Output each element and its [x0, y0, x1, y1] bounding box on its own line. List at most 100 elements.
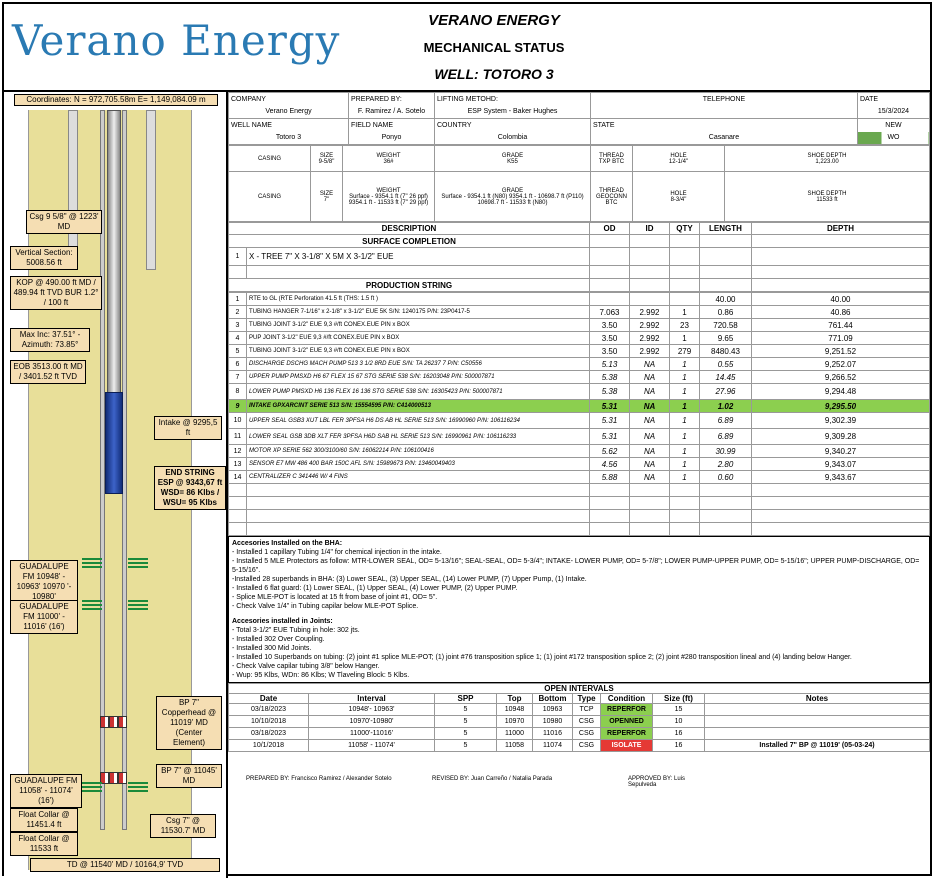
row-number: 1 [228, 292, 247, 306]
row-description: INTAKE GPXARCINT SERIE 513 S/N: 15554595… [246, 399, 590, 413]
weight-label-2: WEIGHT [376, 187, 401, 194]
interval-spp: 5 [434, 727, 497, 740]
row-length: 0.55 [699, 357, 752, 371]
row-length: 2.80 [699, 457, 752, 471]
well-name-value: Totoro 3 [228, 131, 349, 145]
prepared-label: PREPARED BY: [348, 92, 435, 106]
production-row: 13 SENSOR E7 MW 486 400 BAR 150C AFL S/N:… [228, 457, 930, 471]
row-qty: 1 [669, 383, 700, 400]
surface-casing-right [146, 110, 156, 270]
interval-size: 16 [652, 727, 705, 740]
row-depth: 771.09 [751, 331, 930, 345]
casing-table: CASING SIZE 9-5/8" WEIGHT 36# GRADE K55 THR… [228, 145, 930, 222]
shoe-label-2: SHOE DEPTH [807, 190, 847, 197]
iv-col-size: Size (ft) [652, 693, 705, 704]
bha-accessories-title: Accesories Installed on the BHA: [232, 540, 343, 547]
bridge-plug-7in [100, 772, 127, 784]
row-qty [669, 292, 700, 306]
completion-table: DESCRIPTION OD ID QTY LENGTH DEPTH SURFA… [228, 222, 930, 292]
surface-row-desc: X - TREE 7" X 3-1/8" X 5M X 3-1/2" EUE [246, 247, 590, 266]
coordinates-label: Coordinates: N = 972,705.58m E= 1,149,08… [14, 94, 218, 106]
row-id: 2.992 [629, 331, 670, 345]
row-description: UPPER SEAL GSB3 XUT LBL FER 3PFSA H6 DS … [246, 412, 590, 429]
row-number: 3 [228, 318, 247, 332]
row-id: NA [629, 428, 670, 445]
label-intake: Intake @ 9295,5 ft [154, 416, 222, 440]
row-id: 2.992 [629, 318, 670, 332]
row-length: 6.89 [699, 428, 752, 445]
row-depth: 761.44 [751, 318, 930, 332]
row-length: 0.86 [699, 305, 752, 319]
perforation-right-3 [128, 782, 148, 794]
row-number: 13 [228, 457, 247, 471]
col-qty: QTY [669, 222, 700, 235]
row-length: 8480.43 [699, 344, 752, 358]
interval-size: 16 [652, 739, 705, 752]
production-table: 1 RTE to GL (RTE Perforation 41.5 ft (THS… [228, 292, 930, 536]
row-number: 2 [228, 305, 247, 319]
grade-value-2: Surface - 9354.1 ft (N80) 9354.1 ft - 10… [441, 193, 584, 206]
grade-label-2: GRADE [501, 187, 524, 194]
row-qty: 23 [669, 318, 700, 332]
interval-date: 10/10/2018 [228, 715, 309, 728]
row-qty: 1 [669, 444, 700, 458]
interval-bottom: 10980 [532, 715, 573, 728]
row-depth: 9,294.48 [751, 383, 930, 400]
row-qty: 1 [669, 370, 700, 384]
label-guadalupe-3: GUADALUPE FM 11058' - 11074' (16') [10, 774, 82, 808]
col-length: LENGTH [699, 222, 752, 235]
bha-note-5: - Splice MLE-POT is located at 15 ft fro… [232, 594, 438, 601]
row-od: 5.88 [589, 470, 630, 484]
row-qty: 1 [669, 428, 700, 445]
row-id: NA [629, 444, 670, 458]
row-qty: 1 [669, 305, 700, 319]
row-length: 0.60 [699, 470, 752, 484]
date-value: 15/3/2024 [856, 105, 931, 119]
row-length: 27.96 [699, 383, 752, 400]
label-csg-958: Csg 9 5/8" @ 1223' MD [26, 210, 102, 234]
row-qty: 1 [669, 457, 700, 471]
row-depth: 9,302.39 [751, 412, 930, 429]
joint-accessories-title: Accesories installed in Joints: [232, 618, 333, 625]
interval-type: TCP [572, 703, 601, 716]
production-row: 12 MOTOR XP SERIE 562 300/3100/60 S/N: 16… [228, 444, 930, 458]
field-name-value: Ponyo [348, 131, 435, 145]
label-guadalupe-1: GUADALUPE FM 10948' - 10963' 10970 '- 10… [10, 560, 78, 604]
telephone-value [590, 105, 858, 119]
row-od: 5.31 [589, 412, 630, 429]
iv-col-interval: Interval [308, 693, 435, 704]
perforation-left-3 [82, 782, 102, 794]
field-name-label: FIELD NAME [348, 118, 435, 132]
row-od: 5.38 [589, 383, 630, 400]
label-kop: KOP @ 490.00 ft MD / 489.94 ft TVD BUR 1… [10, 276, 102, 310]
row-od: 5.31 [589, 428, 630, 445]
hole-value-1: 12-1/4" [668, 158, 689, 165]
company-label: COMPANY [228, 92, 349, 106]
interval-notes [704, 715, 930, 728]
surface-row-number: 1 [228, 247, 247, 266]
label-end-string: END STRING ESP @ 9343,67 ft WSD= 86 Klbs… [154, 466, 226, 510]
interval-date: 03/18/2023 [228, 727, 309, 740]
perforation-right-2 [128, 600, 148, 612]
interval-top: 10948 [496, 703, 533, 716]
row-number: 10 [228, 412, 247, 429]
row-depth: 9,343.07 [751, 457, 930, 471]
row-id: NA [629, 470, 670, 484]
row-id: NA [629, 357, 670, 371]
well-name-label: WELL NAME [228, 118, 349, 132]
document-title: MECHANICAL STATUS [423, 40, 565, 55]
label-vertical-section: Vertical Section: 5008.56 ft [10, 246, 78, 270]
revised-by: REVISED BY: Juan Carreño / Natalia Parad… [432, 776, 553, 782]
row-description: TUBING HANGER 7-1/16" x 2-1/8" x 3-1/2" … [246, 305, 590, 319]
label-float-collar-2: Float Collar @ 11533 ft [10, 832, 78, 856]
casing-label-1: CASING [228, 145, 311, 172]
thread-value-1: TXP BTC [598, 158, 625, 165]
wo-value: WO [856, 131, 931, 145]
row-od: 5.13 [589, 357, 630, 371]
state-label: STATE [590, 118, 858, 132]
col-id: ID [629, 222, 670, 235]
row-length: 40.00 [699, 292, 752, 306]
col-depth: DEPTH [751, 222, 930, 235]
interval-row: 10/10/2018 10970'-10980' 5 10970 10980 CSG OPE… [228, 715, 930, 728]
